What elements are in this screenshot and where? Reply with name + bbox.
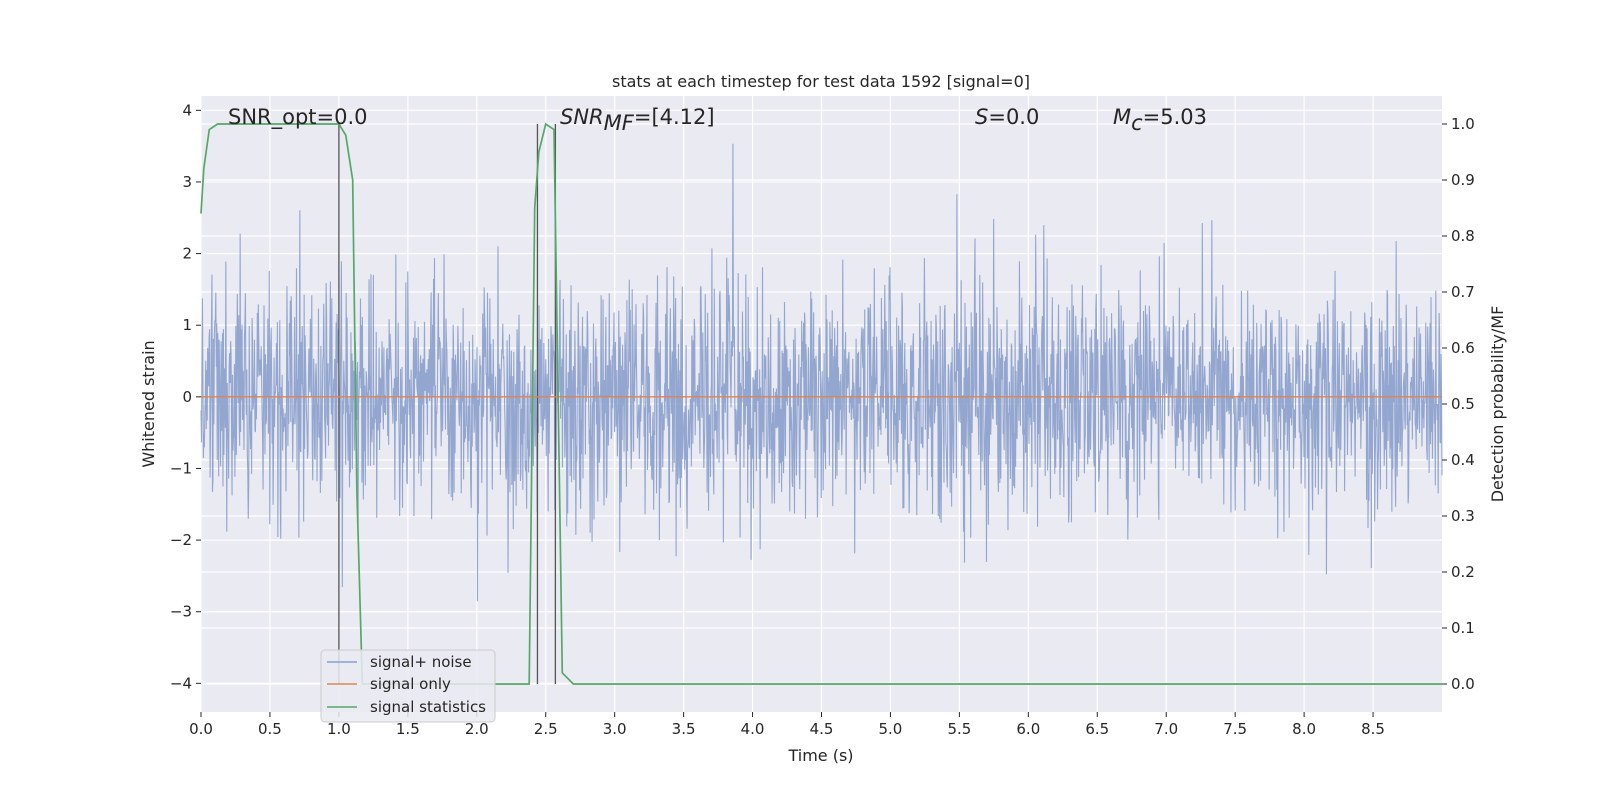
x-tick-label: 6.0 [1016,720,1040,738]
x-tick-label: 5.0 [879,720,903,738]
y-right-tick-label: 0.2 [1451,563,1475,581]
x-tick-label: 4.5 [810,720,834,738]
legend-box [320,649,496,723]
y-right-tick-label: 0.5 [1451,395,1475,413]
annotation-snr-opt: SNR_opt=0.0 [228,105,368,130]
x-tick-label: 0.5 [258,720,282,738]
x-tick-label: 6.5 [1085,720,1109,738]
y-right-tick-label: 0.6 [1451,339,1475,357]
y-right-tick-label: 0.8 [1451,227,1475,245]
x-tick-label: 1.5 [396,720,420,738]
y-left-tick-label: 4 [182,101,192,119]
y-left-tick-label: −2 [170,531,192,549]
x-tick-label: 4.0 [741,720,765,738]
legend-label-noise: signal+ noise [370,653,472,671]
y-right-tick-label: 0.3 [1451,507,1475,525]
right-axis-ticks: 1.0 0.9 0.8 0.7 0.6 0.5 0.4 0.3 0.2 0.1 0.0 [1442,115,1475,693]
x-axis-ticks: 0.0 0.5 1.0 1.5 2.0 2.5 3.0 3.5 4.0 4.5 5.0 5.5 6.0 6… [189,712,1385,738]
x-tick-label: 1.0 [327,720,351,738]
x-tick-label: 5.5 [947,720,971,738]
y-left-tick-label: −3 [170,603,192,621]
y-right-tick-label: 1.0 [1451,115,1475,133]
x-tick-label: 2.5 [534,720,558,738]
y-left-tick-label: 2 [182,245,192,263]
y-left-tick-label: 1 [182,316,192,334]
legend: signal+ noise signal only signal statist… [320,649,496,723]
y-left-tick-label: 3 [182,173,192,191]
annotation-snr-mf: SNRMF=[4.12] [560,105,715,135]
y-left-tick-label: 0 [182,388,192,406]
x-tick-label: 3.5 [672,720,696,738]
y-right-tick-label: 0.1 [1451,619,1475,637]
x-tick-label: 7.5 [1223,720,1247,738]
chart-title: stats at each timestep for test data 159… [612,72,1030,91]
y-right-tick-label: 0.0 [1451,675,1475,693]
y-right-tick-label: 0.9 [1451,171,1475,189]
left-axis-label: Whitened strain [139,340,158,467]
series-signal-noise [200,143,1443,602]
y-left-tick-label: −4 [170,674,192,692]
legend-label-stats: signal statistics [370,698,486,716]
x-tick-label: 0.0 [189,720,213,738]
legend-label-signal: signal only [370,675,451,693]
x-tick-label: 8.5 [1361,720,1385,738]
right-axis-label: Detection probability/MF [1488,306,1507,503]
left-axis-ticks: 4 3 2 1 0 −1 −2 −3 −4 [170,101,201,692]
y-right-tick-label: 0.4 [1451,451,1475,469]
x-axis-label: Time (s) [787,746,853,765]
y-right-tick-label: 0.7 [1451,283,1475,301]
annotation-mc: Mc=5.03 [1113,105,1207,135]
x-tick-label: 3.0 [603,720,627,738]
x-tick-label: 8.0 [1292,720,1316,738]
noise-series [200,143,1443,602]
x-tick-label: 2.0 [465,720,489,738]
y-left-tick-label: −1 [170,459,192,477]
annotation-s: S=0.0 [975,105,1039,129]
x-tick-label: 7.0 [1154,720,1178,738]
